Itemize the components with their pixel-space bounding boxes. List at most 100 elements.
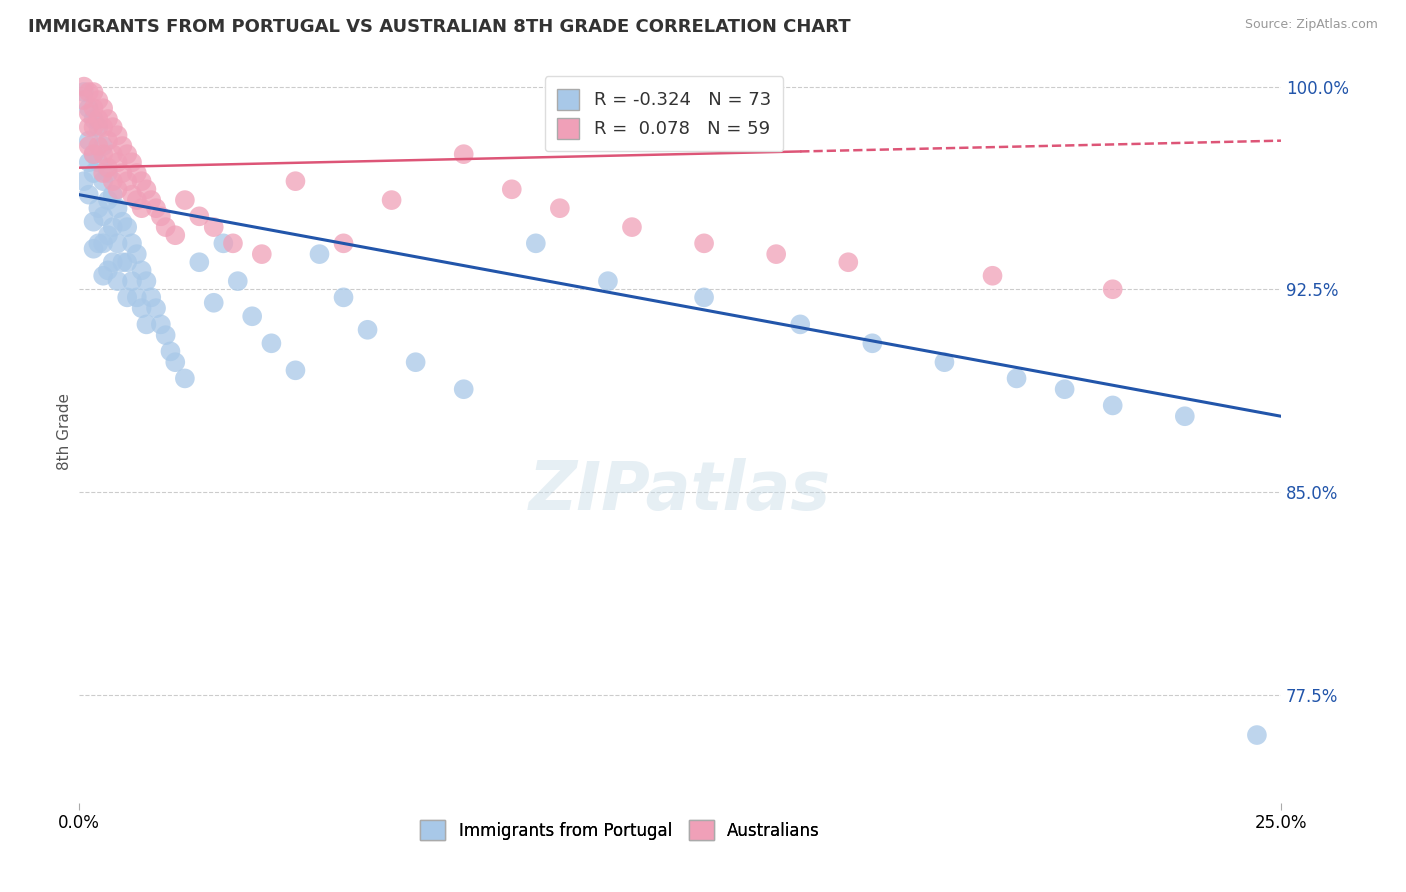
Point — [73, 93, 96, 107]
Point — [91, 139, 114, 153]
Point — [101, 147, 124, 161]
Point — [121, 274, 143, 288]
Point — [149, 209, 172, 223]
Point — [453, 147, 475, 161]
Point — [131, 301, 153, 315]
Point — [91, 147, 114, 161]
Point — [97, 166, 120, 180]
Point — [284, 174, 307, 188]
Legend: Immigrants from Portugal, Australians: Immigrants from Portugal, Australians — [413, 814, 827, 847]
Point — [107, 274, 129, 288]
Point — [837, 255, 859, 269]
Point — [115, 255, 138, 269]
Point — [91, 166, 114, 180]
Point — [87, 112, 110, 126]
Point — [97, 228, 120, 243]
Point — [107, 155, 129, 169]
Point — [101, 174, 124, 188]
Point — [107, 236, 129, 251]
Point — [121, 155, 143, 169]
Point — [308, 247, 330, 261]
Point — [77, 155, 100, 169]
Point — [222, 236, 245, 251]
Point — [83, 101, 105, 115]
Point — [131, 174, 153, 188]
Point — [101, 255, 124, 269]
Point — [149, 318, 172, 332]
Point — [115, 220, 138, 235]
Point — [91, 120, 114, 135]
Point — [97, 134, 120, 148]
Point — [202, 220, 225, 235]
Point — [125, 247, 148, 261]
Point — [240, 310, 263, 324]
Point — [135, 318, 157, 332]
Point — [87, 155, 110, 169]
Point — [83, 85, 105, 99]
Point — [145, 301, 167, 315]
Point — [405, 355, 427, 369]
Point — [83, 242, 105, 256]
Point — [159, 344, 181, 359]
Point — [1246, 728, 1268, 742]
Point — [765, 247, 787, 261]
Point — [87, 236, 110, 251]
Point — [596, 274, 619, 288]
Point — [165, 355, 187, 369]
Point — [77, 85, 100, 99]
Point — [83, 147, 105, 161]
Point — [789, 318, 811, 332]
Point — [260, 336, 283, 351]
Point — [453, 382, 475, 396]
Point — [111, 255, 134, 269]
Point — [77, 106, 100, 120]
Point — [101, 120, 124, 135]
Point — [125, 166, 148, 180]
Point — [83, 120, 105, 135]
Text: ZIPatlas: ZIPatlas — [529, 458, 831, 524]
Point — [83, 215, 105, 229]
Point — [1053, 382, 1076, 396]
Point — [77, 120, 100, 135]
Point — [97, 193, 120, 207]
Y-axis label: 8th Grade: 8th Grade — [58, 392, 72, 469]
Point — [212, 236, 235, 251]
Point — [83, 147, 105, 161]
Point — [145, 201, 167, 215]
Point — [125, 193, 148, 207]
Point — [73, 79, 96, 94]
Point — [83, 166, 105, 180]
Point — [250, 247, 273, 261]
Point — [77, 187, 100, 202]
Point — [115, 174, 138, 188]
Point — [620, 220, 643, 235]
Point — [107, 128, 129, 143]
Point — [91, 236, 114, 251]
Point — [101, 220, 124, 235]
Point — [87, 120, 110, 135]
Point — [83, 112, 105, 126]
Point — [693, 236, 716, 251]
Point — [77, 101, 100, 115]
Point — [121, 187, 143, 202]
Point — [165, 228, 187, 243]
Point — [115, 290, 138, 304]
Point — [141, 290, 163, 304]
Point — [141, 193, 163, 207]
Point — [226, 274, 249, 288]
Point — [87, 93, 110, 107]
Point — [97, 112, 120, 126]
Point — [173, 371, 195, 385]
Point — [77, 134, 100, 148]
Point — [111, 215, 134, 229]
Point — [548, 201, 571, 215]
Point — [332, 236, 354, 251]
Point — [981, 268, 1004, 283]
Point — [1101, 282, 1123, 296]
Point — [356, 323, 378, 337]
Point — [693, 290, 716, 304]
Point — [101, 187, 124, 202]
Point — [131, 201, 153, 215]
Text: Source: ZipAtlas.com: Source: ZipAtlas.com — [1244, 18, 1378, 31]
Point — [111, 166, 134, 180]
